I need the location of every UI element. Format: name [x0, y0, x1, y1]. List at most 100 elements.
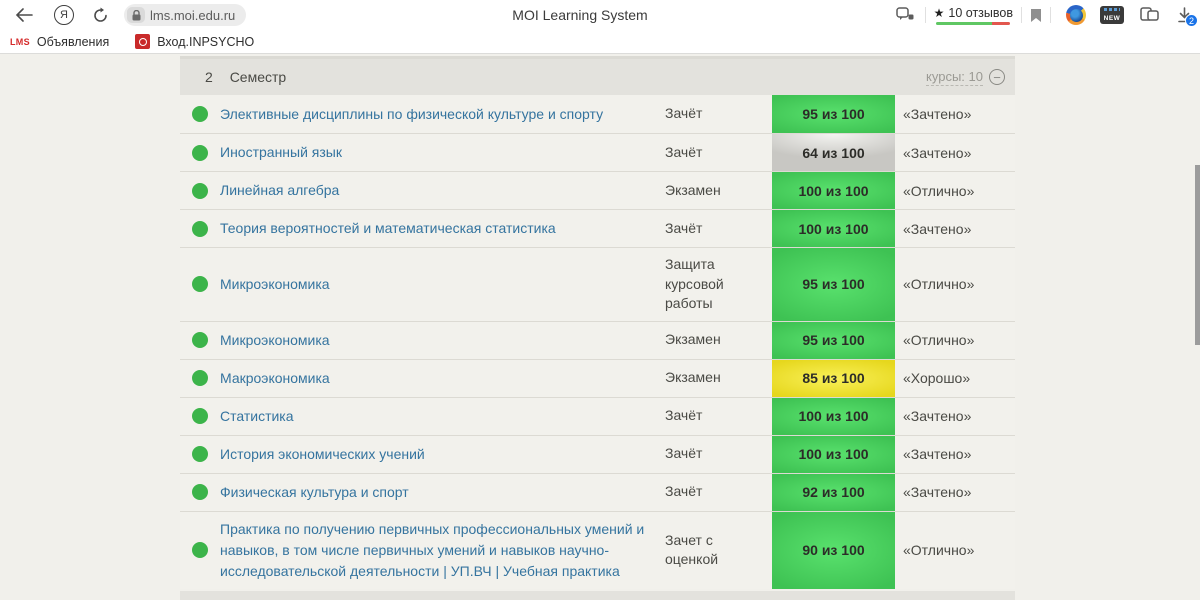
semester-label: Семестр	[229, 69, 287, 85]
status-cell	[180, 436, 220, 473]
status-cell	[180, 512, 220, 589]
score-badge: 64 из 100	[772, 134, 895, 171]
bookmark-flag-icon[interactable]	[1030, 8, 1042, 23]
lock-icon[interactable]	[127, 7, 145, 23]
status-dot-icon	[192, 332, 208, 349]
courses-count: курсы: 10	[926, 68, 983, 86]
grade-row: Линейная алгебра Экзамен 100 из 100 «Отл…	[180, 171, 1015, 209]
assessment-type: Зачёт	[665, 407, 703, 424]
assessment-type: Экзамен	[665, 181, 721, 198]
semester-header: 2 Семестр курсы: 10 −	[180, 56, 1015, 95]
score-badge: 100 из 100	[772, 397, 895, 435]
status-cell	[180, 398, 220, 435]
course-link[interactable]: Практика по получению первичных професси…	[220, 520, 645, 579]
course-cell: Практика по получению первичных професси…	[220, 512, 665, 589]
grade-text: «Зачтено»	[903, 106, 972, 122]
address-bar[interactable]: lms.moi.edu.ru	[124, 4, 246, 26]
status-dot-icon	[192, 542, 208, 559]
assessment-type: Зачет с оценкой	[665, 531, 719, 568]
status-cell	[180, 210, 220, 247]
grade-row: Микроэкономика Экзамен 95 из 100 «Отличн…	[180, 320, 1015, 359]
collections-icon[interactable]	[1140, 7, 1159, 23]
course-link[interactable]: Физическая культура и спорт	[220, 483, 409, 500]
new-icon-dots	[1104, 8, 1120, 11]
grade-text: «Отлично»	[903, 276, 975, 293]
course-link[interactable]: История экономических учений	[220, 445, 425, 462]
yandex-logo-button[interactable]: Я	[52, 3, 76, 27]
status-dot-icon	[192, 144, 208, 161]
site-feedback-icon[interactable]	[893, 3, 917, 27]
grade-row: Практика по получению первичных професси…	[180, 510, 1015, 589]
bookmark-inpsycho[interactable]: Вход.INPSYCHO	[135, 34, 254, 49]
course-link[interactable]: Иностранный язык	[220, 144, 342, 160]
status-cell	[180, 134, 220, 171]
course-cell: Теория вероятностей и математическая ста…	[220, 210, 665, 247]
grade-text: «Зачтено»	[903, 446, 972, 463]
status-cell	[180, 95, 220, 133]
assessment-type: Зачёт	[665, 143, 703, 160]
course-cell: Макроэкономика	[220, 360, 665, 397]
site-reviews-button[interactable]: ★ 10 отзывов	[934, 6, 1013, 25]
grade-text: «Хорошо»	[903, 370, 971, 387]
url-text: lms.moi.edu.ru	[150, 7, 236, 23]
score-badge: 95 из 100	[772, 95, 895, 133]
new-icon-label: NEW	[1103, 15, 1121, 22]
course-link[interactable]: Элективные дисциплины по физической куль…	[220, 105, 604, 122]
extension-globe-icon[interactable]	[1066, 5, 1086, 25]
status-cell	[180, 248, 220, 321]
status-dot-icon	[192, 182, 208, 199]
assessment-type: Зачёт	[665, 483, 703, 500]
course-link[interactable]: Микроэкономика	[220, 275, 330, 292]
assessment-type: Защита курсовой работы	[665, 256, 724, 312]
score-badge: 95 из 100	[772, 248, 895, 321]
extension-globe-inner	[1069, 8, 1083, 22]
grade-text: «Отлично»	[903, 182, 975, 199]
course-cell: История экономических учений	[220, 436, 665, 473]
course-link[interactable]: Микроэкономика	[220, 331, 330, 348]
status-dot-icon	[192, 106, 208, 122]
grade-row: Теория вероятностей и математическая ста…	[180, 209, 1015, 247]
bookmark-label: Вход.INPSYCHO	[157, 34, 255, 49]
score-badge: 100 из 100	[772, 172, 895, 209]
semester-number: 2	[205, 69, 213, 85]
bookmark-announcements[interactable]: LMS Объявления	[10, 35, 109, 49]
back-button[interactable]	[12, 3, 36, 27]
course-cell: Микроэкономика	[220, 248, 665, 321]
status-dot-icon	[192, 408, 208, 425]
extension-new-icon[interactable]: NEW	[1100, 6, 1124, 24]
score-badge: 85 из 100	[772, 359, 895, 397]
course-link[interactable]: Макроэкономика	[220, 369, 330, 386]
course-link[interactable]: Статистика	[220, 407, 294, 424]
semester-courses-toggle[interactable]: курсы: 10 −	[926, 69, 1005, 86]
refresh-button[interactable]	[88, 3, 112, 27]
course-cell: Элективные дисциплины по физической куль…	[220, 95, 665, 133]
semester-footer: 3 Семестр курсы: 10 +	[180, 590, 1015, 600]
downloads-button[interactable]: 2	[1177, 7, 1198, 27]
grades-table: 2 Семестр курсы: 10 − Элективные дисципл…	[180, 56, 1015, 600]
course-cell: Иностранный язык	[220, 134, 665, 171]
course-link[interactable]: Линейная алгебра	[220, 182, 340, 198]
assessment-type: Экзамен	[665, 369, 721, 386]
reviews-count: 10 отзывов	[948, 5, 1013, 20]
course-link[interactable]: Теория вероятностей и математическая ста…	[220, 220, 556, 236]
page-content: 2 Семестр курсы: 10 − Элективные дисципл…	[0, 55, 1200, 600]
assessment-type: Зачёт	[665, 445, 703, 462]
grade-row: Макроэкономика Экзамен 85 из 100 «Хорошо…	[180, 358, 1015, 397]
lms-favicon: LMS	[10, 36, 30, 47]
grade-text: «Отлично»	[903, 542, 975, 559]
assessment-type: Зачёт	[665, 219, 703, 236]
grade-row: Статистика Зачёт 100 из 100 «Зачтено»	[180, 396, 1015, 435]
assessment-type: Зачёт	[665, 105, 703, 122]
collapse-icon[interactable]: −	[989, 69, 1005, 85]
status-dot-icon	[192, 446, 208, 463]
status-dot-icon	[192, 276, 208, 293]
grade-text: «Зачтено»	[903, 144, 972, 161]
vertical-scrollbar[interactable]	[1195, 165, 1200, 345]
grade-text: «Зачтено»	[903, 408, 972, 425]
course-cell: Микроэкономика	[220, 322, 665, 359]
downloads-badge: 2	[1185, 14, 1198, 27]
grade-text: «Зачтено»	[903, 484, 972, 501]
divider	[1050, 7, 1051, 23]
grades-table-body: Элективные дисциплины по физической куль…	[180, 95, 1015, 589]
score-badge: 90 из 100	[772, 511, 895, 589]
